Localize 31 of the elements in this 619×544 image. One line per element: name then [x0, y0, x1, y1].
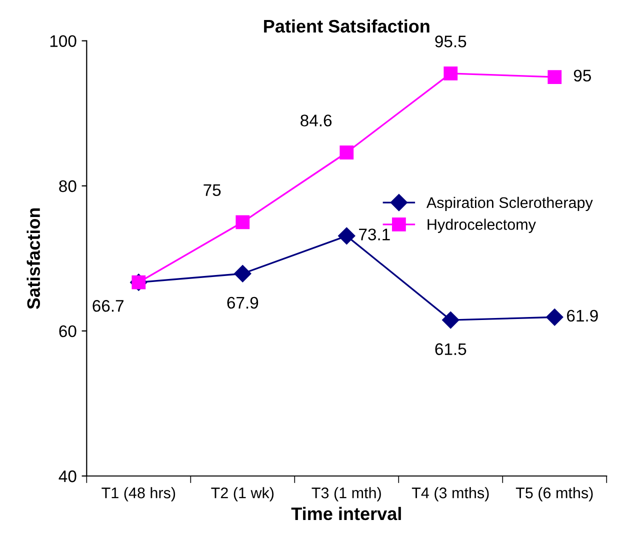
point: [340, 146, 354, 160]
data-label: 61.5: [435, 343, 466, 356]
point: [444, 66, 458, 80]
y-tick-label: 100: [50, 35, 76, 48]
legend-label: Aspiration Sclerotherapy: [426, 196, 593, 212]
point: [236, 215, 250, 230]
data-label: 67.9: [227, 296, 258, 309]
y-tick-label: 60: [59, 325, 76, 338]
x-tick-label: T5 (6 mths): [516, 487, 593, 502]
point: [546, 308, 564, 326]
point: [442, 312, 460, 329]
y-tick-label: 80: [59, 180, 76, 192]
x-tick-label: T2 (1 wk): [211, 487, 274, 502]
data-label: 95: [574, 70, 591, 82]
point: [234, 265, 252, 282]
data-label: 75: [204, 184, 221, 196]
y-axis-title: Satisfaction: [26, 208, 40, 310]
x-tick-label: T1 (48 hrs): [102, 487, 176, 502]
x-axis-title: Time interval: [291, 506, 401, 520]
data-label: 73.1: [359, 228, 390, 240]
data-label: 95.5: [435, 36, 466, 48]
point: [338, 227, 356, 244]
data-label: 66.7: [92, 300, 124, 312]
point: [548, 70, 562, 84]
legend-label: Hydrocelectomy: [428, 218, 536, 233]
x-tick-label: T4 (3 mths): [412, 487, 489, 502]
data-label: 61.9: [567, 310, 598, 322]
chart-title: Patient Satsifaction: [264, 19, 430, 33]
y-tick-label: 40: [58, 470, 76, 482]
data-label: 84.6: [300, 114, 332, 126]
x-tick-label: T3 (1 mth): [312, 487, 381, 502]
